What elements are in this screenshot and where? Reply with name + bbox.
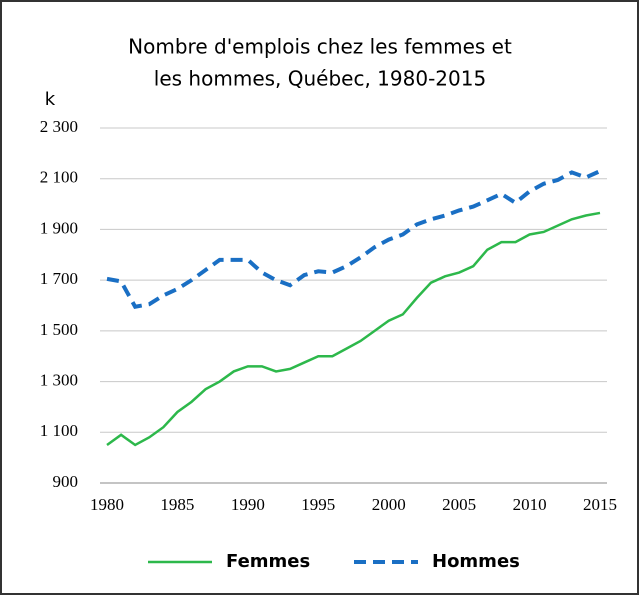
y-tick-label: 2 300 — [40, 117, 78, 136]
y-tick-label: 900 — [53, 472, 79, 491]
x-tick-label: 1995 — [301, 495, 335, 514]
x-tick-label: 2015 — [583, 495, 617, 514]
y-tick-label: 1 500 — [40, 320, 78, 339]
y-tick-label: 1 900 — [40, 218, 78, 237]
y-tick-label: 1 700 — [40, 269, 78, 288]
x-tick-label: 1980 — [90, 495, 124, 514]
line-series — [106, 169, 601, 309]
x-tick-label: 2005 — [442, 495, 476, 514]
x-tick-label: 1990 — [231, 495, 265, 514]
y-tick-label: 1 300 — [40, 370, 78, 389]
y-axis-label: k — [45, 89, 56, 110]
x-tick-label: 1985 — [160, 495, 194, 514]
legend-label: Femmes — [226, 551, 310, 572]
x-tick-label: 2010 — [513, 495, 547, 514]
legend-label: Hommes — [432, 551, 520, 572]
chart-title: les hommes, Québec, 1980-2015 — [154, 67, 486, 91]
y-tick-label: 2 100 — [40, 168, 78, 187]
y-tick-label: 1 100 — [40, 421, 78, 440]
chart-title: Nombre d'emplois chez les femmes et — [128, 35, 512, 59]
x-tick-label: 2000 — [372, 495, 406, 514]
line-series — [106, 211, 601, 447]
